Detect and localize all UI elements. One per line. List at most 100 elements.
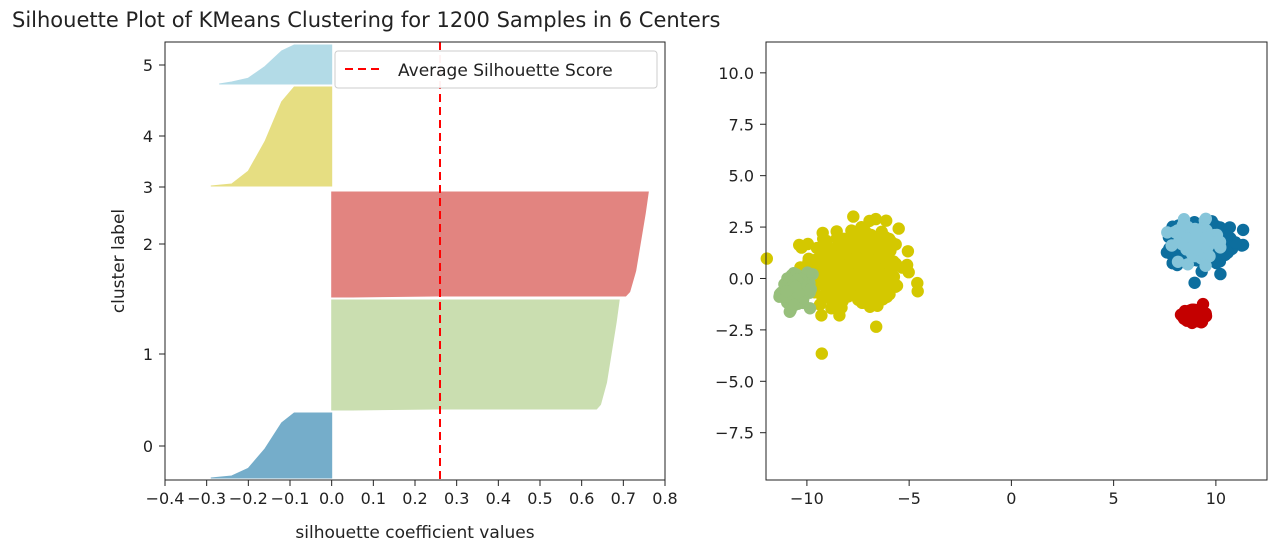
scatter-point [880,268,893,281]
scatter-point [1214,267,1227,281]
scatter-point [780,285,793,298]
scatter-point [833,234,846,247]
x-axis-label: silhouette coefficient values [295,523,534,543]
silhouette-band-2 [331,191,649,298]
scatter-point [892,222,905,235]
scatter-point [1181,242,1195,255]
scatter-point [801,237,815,251]
scatter-point [840,286,854,299]
scatter-point [1188,233,1202,246]
scatter-point [1181,310,1195,324]
scatter-point [1195,315,1209,328]
y-tick-label: 7.5 [729,115,754,134]
y-tick-label: 10.0 [718,64,754,83]
scatter-point [1199,212,1213,225]
y-tick-label: 0 [143,437,153,456]
scatter-point [879,282,892,295]
scatter-point [1191,243,1205,256]
scatter-point [901,245,915,258]
x-tick-label: 5 [1109,489,1119,508]
y-tick-label: 5 [143,56,153,75]
scatter-point [825,302,838,315]
scatter-point [814,249,827,263]
scatter-point [1236,223,1250,237]
y-tick-label: 3 [143,178,153,197]
x-tick-label: 10 [1206,489,1226,508]
scatter-point [911,285,924,298]
scatter-point [1171,255,1185,268]
scatter-point [833,309,846,322]
silhouette-band-4 [210,86,333,187]
x-tick-label: −0.3 [187,489,226,508]
y-tick-label: −5.0 [715,372,754,391]
scatter-point [847,210,860,223]
legend-box [334,50,658,89]
scatter-point [842,258,855,272]
scatter-point [849,269,862,282]
scatter-point [760,252,773,265]
scatter-point [861,246,874,259]
scatter-point [1165,239,1178,252]
y-tick-label: 4 [143,127,153,146]
silhouette-band-5 [219,44,333,85]
scatter-point [872,243,886,256]
scatter-point [876,293,890,306]
legend: Average Silhouette Score [334,50,658,89]
scatter-point [1168,225,1182,239]
scatter-series-3 [1161,212,1227,272]
y-axis-label: cluster label [109,209,129,313]
scatter-point [852,278,865,292]
y-tick-label: 1 [143,345,153,364]
scatter-point [1188,276,1201,289]
x-tick-label: −5 [897,489,921,508]
silhouette-plot: −0.4 −0.3 −0.2 −0.1 0.0 0.1 0.2 0.3 0.4 0.5 0.6 0.7… [109,41,678,543]
scatter-point [882,257,895,270]
scatter-point [896,261,909,274]
scatter-plot: −10 −5 0 5 10 −7.5 −5.0 −2.5 0.0 2.5 5.0 7.5 10.0 [715,41,1268,508]
scatter-point [804,283,817,296]
scatter-point [815,347,828,360]
x-tick-label: −0.2 [229,489,268,508]
scatter-point [839,269,852,282]
scatter-point [880,214,893,227]
scatter-point [1199,259,1212,272]
scatter-point [817,232,830,246]
y-tick-label: 5.0 [729,167,754,186]
scatter-point [865,267,878,280]
x-tick-label: 0.1 [361,489,386,508]
scatter-point [870,320,883,333]
silhouette-band-1 [331,299,620,411]
y-tick-label: −7.5 [715,424,754,443]
x-tick-label: 0.6 [569,489,594,508]
scatter-point [884,244,897,257]
scatter-point [890,279,904,292]
silhouette-band-0 [210,412,333,479]
x-tick-label: −10 [790,489,824,508]
chart-title: Silhouette Plot of KMeans Clustering for… [12,8,721,32]
x-tick-label: 0.5 [527,489,552,508]
scatter-series-4 [1174,297,1213,330]
scatter-point [859,292,872,305]
scatter-point [828,284,841,297]
scatter-series-1 [773,266,819,318]
scatter-point [1207,236,1221,249]
x-tick-label: 0.0 [319,489,344,508]
x-tick-label: 0.4 [486,489,511,508]
scatter-point [864,235,878,248]
y-tick-label: 2 [143,235,153,254]
scatter-point [875,225,888,238]
y-tick-label: 0.0 [729,269,754,288]
scatter-point [803,302,817,315]
scatter-point [815,309,828,322]
x-tick-label: −0.4 [146,489,185,508]
scatter-point [788,298,801,312]
legend-label: Average Silhouette Score [398,61,613,81]
y-tick-label: 2.5 [729,218,754,237]
scatter-point [819,276,833,290]
y-tick-label: −2.5 [715,321,754,340]
scatter-point [802,252,815,265]
x-tick-label: 0.2 [402,489,427,508]
x-tick-label: 0.3 [444,489,469,508]
x-tick-label: 0 [1006,489,1016,508]
